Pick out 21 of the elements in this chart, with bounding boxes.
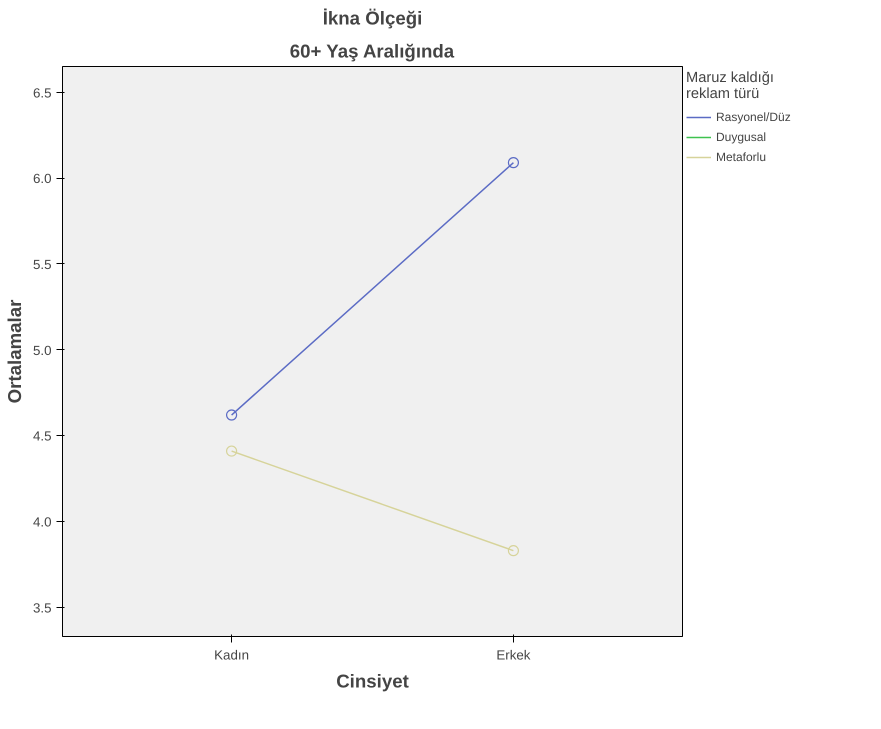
chart-subtitle: 60+ Yaş Aralığında: [290, 40, 455, 62]
y-tick-label: 3.5: [32, 600, 52, 616]
y-tick-label: 4.5: [32, 428, 52, 444]
y-tick-label: 6.5: [32, 85, 52, 100]
point: [226, 445, 238, 457]
y-tick-label: 6.0: [32, 171, 52, 186]
y-tick-label: 4.0: [32, 514, 52, 530]
y-tick-label: 5.0: [32, 342, 52, 358]
point: [508, 157, 520, 168]
legend-title: Maruz kaldığı reklam türü: [686, 70, 775, 102]
legend-label: Duygusal: [716, 130, 766, 144]
y-axis-title: Ortalamalar: [4, 300, 25, 404]
x-tick-label: Kadın: [214, 648, 250, 662]
point: [508, 545, 520, 556]
y-tick-label: 5.5: [32, 256, 52, 272]
legend-label: Rasyonel/Düz: [716, 110, 791, 124]
chart-title: İkna Ölçeği: [322, 8, 422, 28]
legend-label: Metaforlu: [716, 150, 766, 164]
point: [226, 409, 238, 421]
x-tick-label: Erkek: [496, 648, 531, 662]
x-axis-title: Cinsiyet: [336, 670, 409, 692]
